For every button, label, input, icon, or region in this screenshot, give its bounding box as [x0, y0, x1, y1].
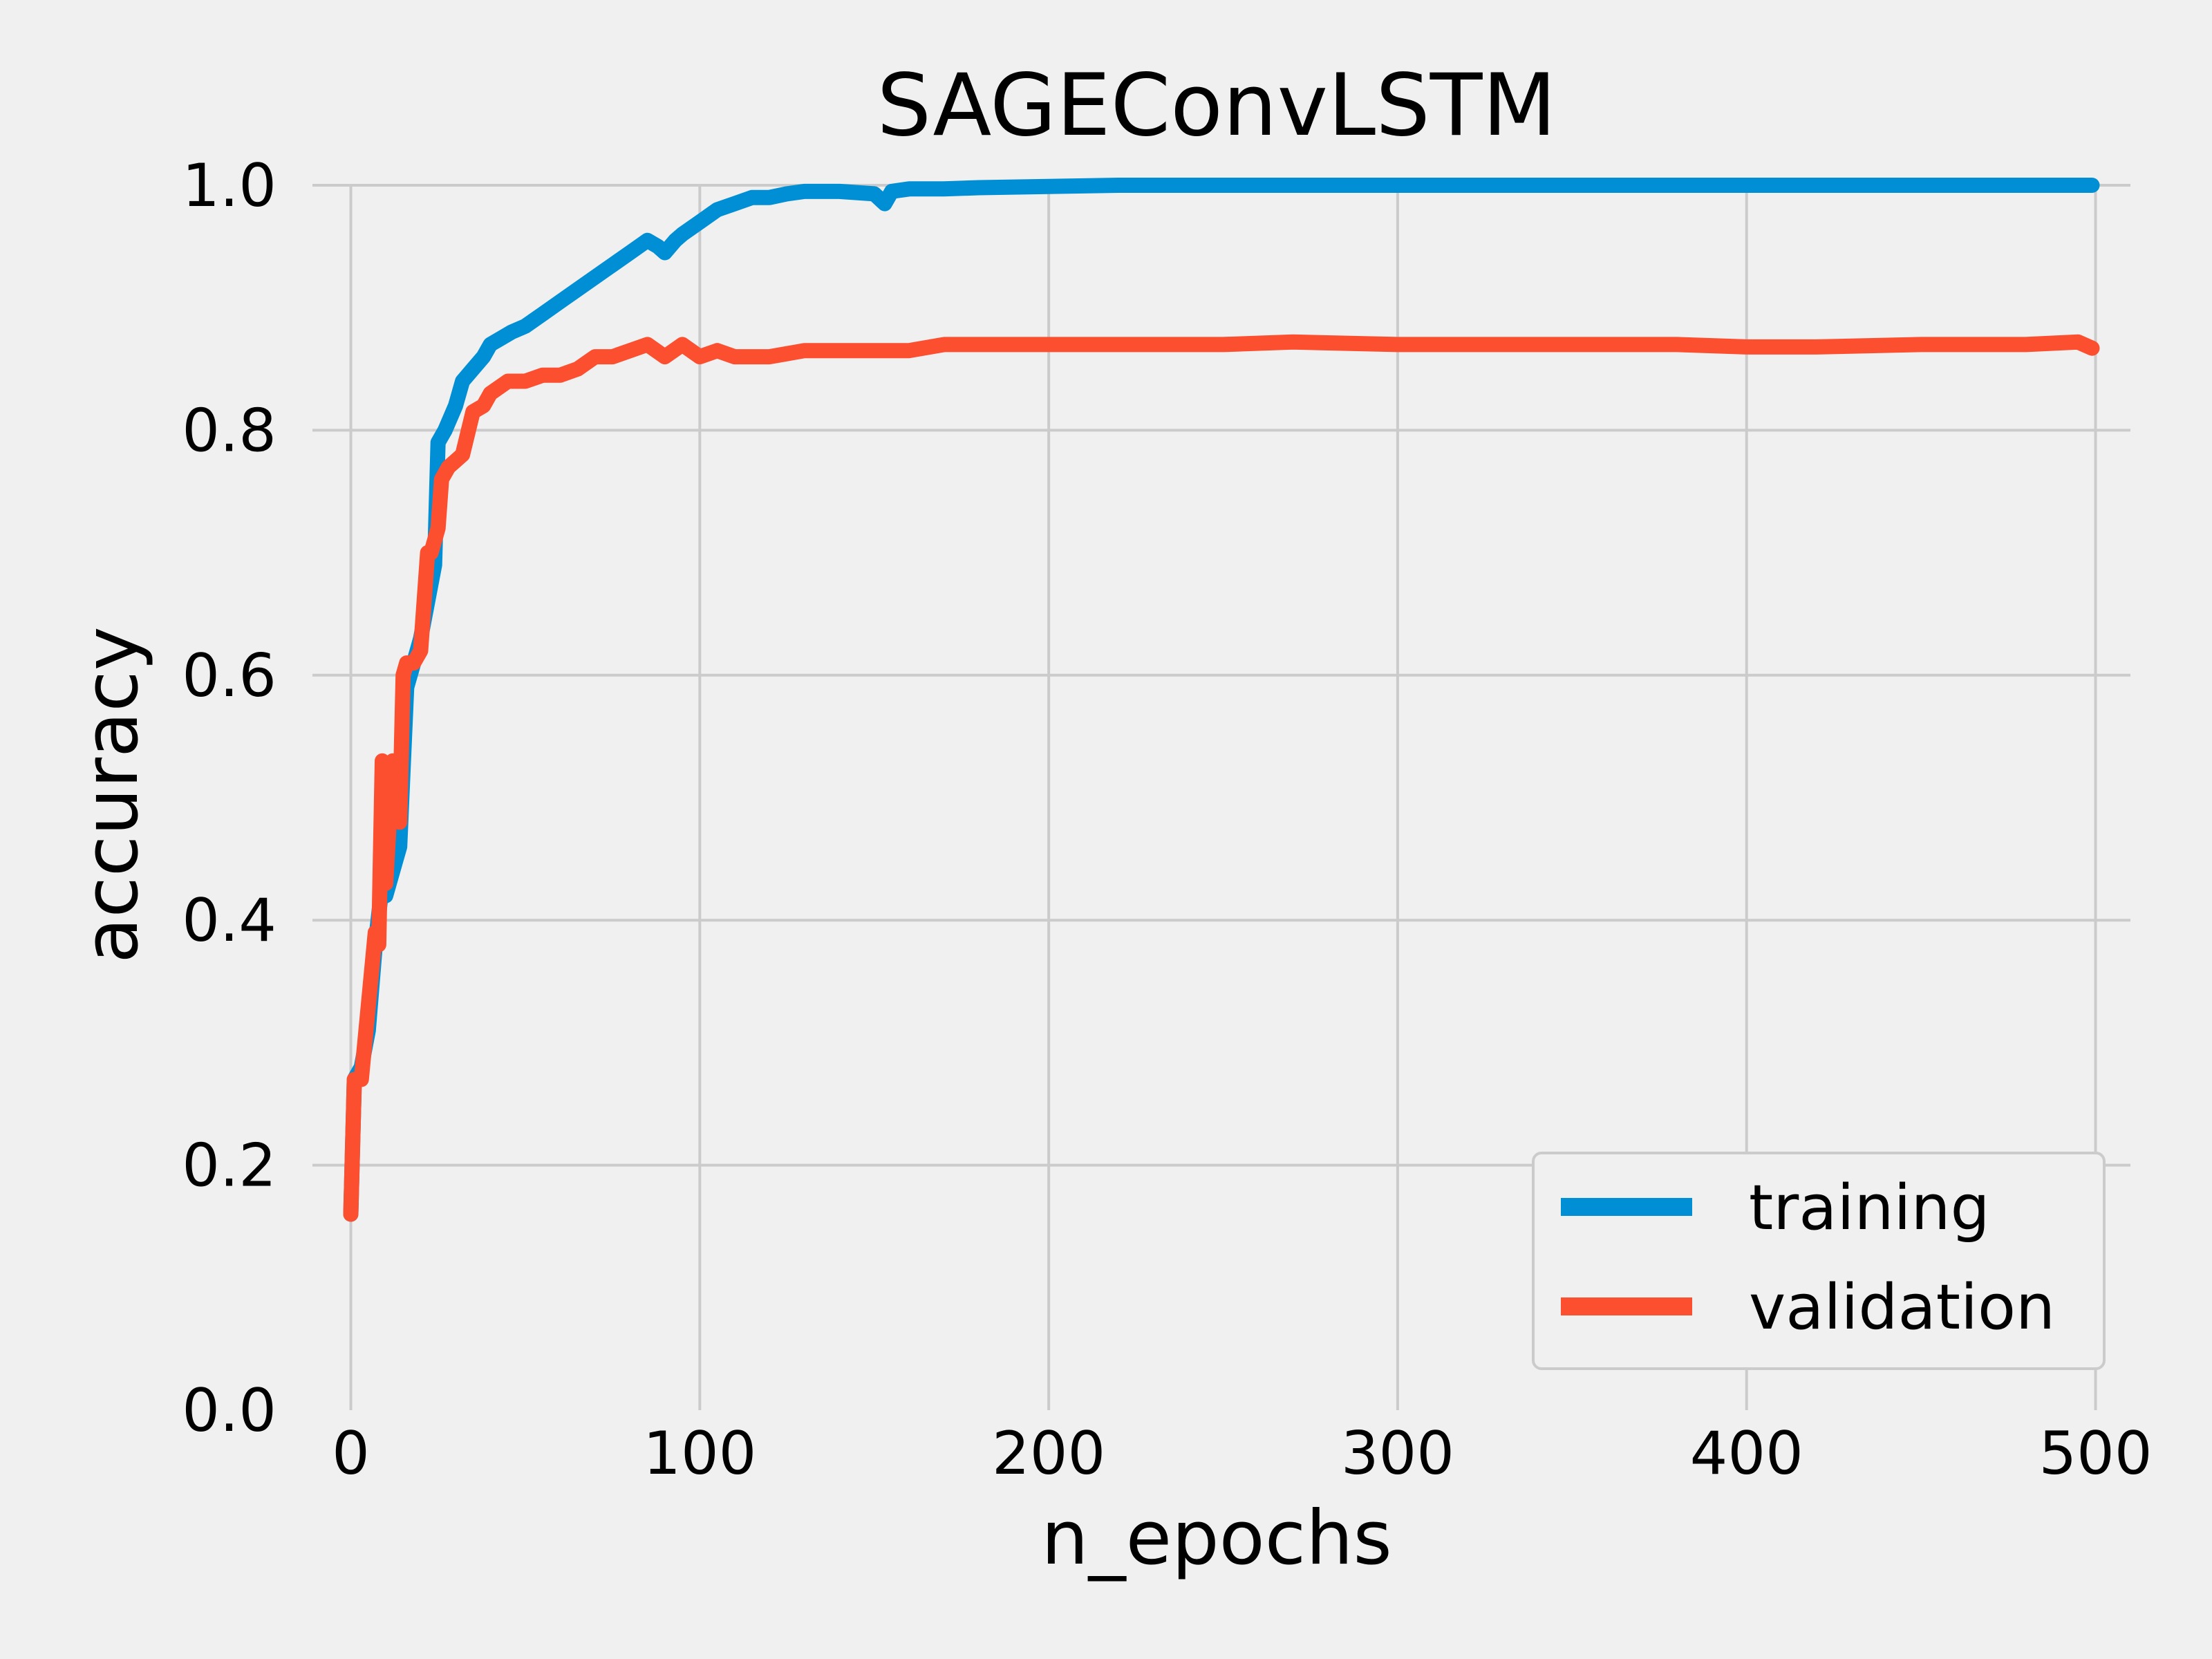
chart-title: SAGEConvLSTM	[877, 56, 1556, 156]
y-tick-label: 0.6	[182, 641, 276, 711]
x-tick-label: 200	[992, 1419, 1105, 1488]
y-tick-label: 0.0	[182, 1376, 276, 1445]
y-tick-label: 0.2	[182, 1132, 276, 1201]
x-tick-label: 100	[643, 1419, 756, 1488]
y-tick-label: 1.0	[182, 151, 276, 221]
x-tick-label: 300	[1341, 1419, 1454, 1488]
y-axis-label: accuracy	[68, 626, 155, 963]
x-tick-label: 400	[1690, 1419, 1803, 1488]
legend-label-training: training	[1749, 1172, 1990, 1244]
y-tick-label: 0.8	[182, 396, 276, 465]
series-lines	[343, 178, 2100, 1222]
grid	[312, 184, 2130, 1410]
x-tick-label: 0	[332, 1419, 370, 1488]
series-line-validation	[343, 334, 2100, 1222]
legend: training validation	[1532, 1152, 2106, 1370]
y-tick-label: 0.4	[182, 886, 276, 955]
legend-label-validation: validation	[1749, 1271, 2055, 1344]
tick-labels: 0 100 200 300 400 500 0.0 0.2 0.4 0.6 0.8 1.0	[182, 151, 2152, 1488]
x-axis-label: n_epochs	[1041, 1495, 1392, 1582]
x-tick-label: 500	[2038, 1419, 2152, 1488]
